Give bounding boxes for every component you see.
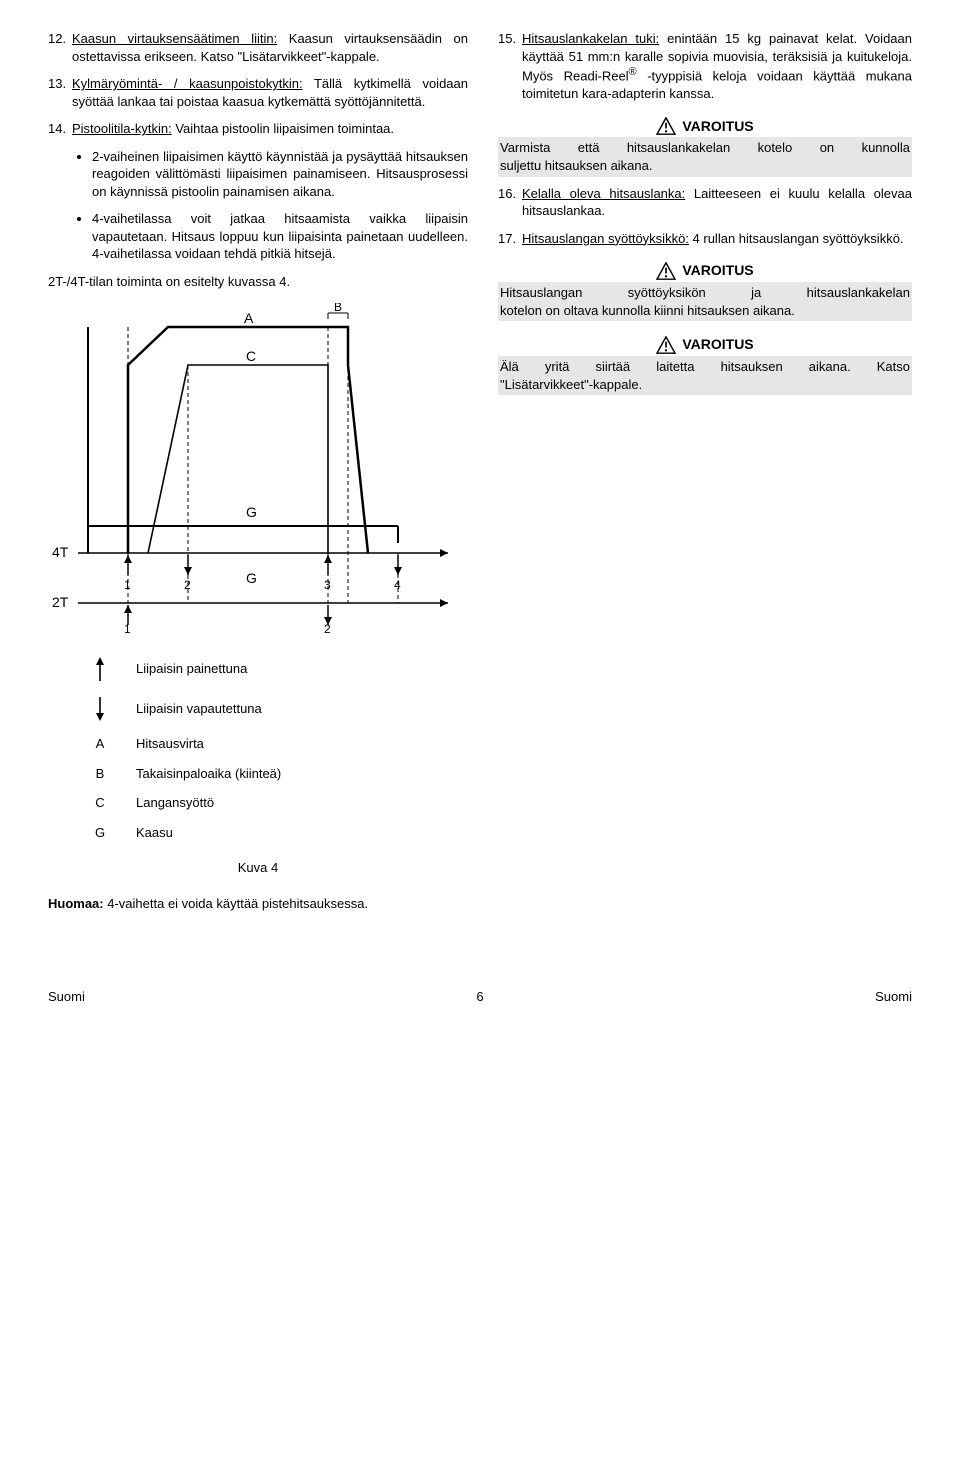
item-16: 16. Kelalla oleva hitsauslanka: Laittees…: [498, 185, 912, 220]
item-num: 12.: [48, 30, 72, 65]
item-12: 12. Kaasun virtauksensäätimen liitin: Ka…: [48, 30, 468, 65]
footer-right: Suomi: [875, 988, 912, 1006]
legend-b: BTakaisinpaloaika (kiinteä): [88, 765, 468, 783]
warning-icon: [656, 117, 676, 135]
item-body: Pistoolitila-kytkin: Vaihtaa pistoolin l…: [72, 120, 468, 138]
label-c: C: [246, 348, 256, 364]
legend-g: GKaasu: [88, 824, 468, 842]
footer-left: Suomi: [48, 988, 85, 1006]
figure-caption: Kuva 4: [48, 859, 468, 877]
arrow-4t-3: 3: [324, 555, 332, 592]
svg-text:1: 1: [124, 578, 131, 592]
mode-line: 2T-/4T-tilan toiminta on esitelty kuvass…: [48, 273, 468, 291]
legend: Liipaisin painettuna Liipaisin vapautett…: [88, 655, 468, 841]
bullet-item: 4-vaihetilassa voit jatkaa hitsaamista v…: [92, 210, 468, 263]
warning-icon: [656, 336, 676, 354]
arrow-4t-1: 1: [124, 555, 132, 592]
item-num: 17.: [498, 230, 522, 248]
item-num: 16.: [498, 185, 522, 220]
legend-pressed: Liipaisin painettuna: [88, 655, 468, 683]
item-body: Kelalla oleva hitsauslanka: Laitteeseen …: [522, 185, 912, 220]
svg-text:4: 4: [394, 578, 401, 592]
bullet-list: 2-vaiheinen liipaisimen käyttö käynnistä…: [74, 148, 468, 263]
warning-box-1: Varmista että hitsauslankakelan kotelo o…: [498, 137, 912, 176]
item-15: 15. Hitsauslankakelan tuki: enintään 15 …: [498, 30, 912, 103]
note: Huomaa: 4-vaihetta ei voida käyttää pist…: [48, 895, 468, 913]
item-body: Kaasun virtauksensäätimen liitin: Kaasun…: [72, 30, 468, 65]
item-num: 14.: [48, 120, 72, 138]
legend-c: CLangansyöttö: [88, 794, 468, 812]
footer-center: 6: [476, 988, 483, 1006]
warning-box-2: Hitsauslangan syöttöyksikön ja hitsausla…: [498, 282, 912, 321]
label-a: A: [244, 310, 254, 326]
item-body: Hitsauslankakelan tuki: enintään 15 kg p…: [522, 30, 912, 103]
row-2t: 2T: [52, 594, 69, 610]
arrow-2t-2: 2: [324, 605, 332, 633]
page-footer: Suomi 6 Suomi: [48, 988, 912, 1006]
timing-chart: B A C G 4T 1 2 3 4 G: [48, 303, 468, 638]
label-b: B: [334, 303, 342, 314]
legend-a: AHitsausvirta: [88, 735, 468, 753]
row-4t: 4T: [52, 544, 69, 560]
arrow-2t-1: 1: [124, 605, 132, 633]
item-body: Hitsauslangan syöttöyksikkö: 4 rullan hi…: [522, 230, 912, 248]
item-num: 13.: [48, 75, 72, 110]
warning-header-3: VAROITUS: [498, 335, 912, 354]
svg-text:1: 1: [124, 622, 131, 633]
svg-text:2: 2: [184, 578, 191, 592]
label-g1: G: [246, 504, 257, 520]
item-num: 15.: [498, 30, 522, 103]
warning-icon: [656, 262, 676, 280]
svg-text:3: 3: [324, 578, 331, 592]
item-17: 17. Hitsauslangan syöttöyksikkö: 4 rulla…: [498, 230, 912, 248]
warning-box-3: Älä yritä siirtää laitetta hitsauksen ai…: [498, 356, 912, 395]
warning-header-2: VAROITUS: [498, 261, 912, 280]
bullet-item: 2-vaiheinen liipaisimen käyttö käynnistä…: [92, 148, 468, 201]
svg-text:2: 2: [324, 622, 331, 633]
warning-header-1: VAROITUS: [498, 117, 912, 136]
label-g2: G: [246, 570, 257, 586]
item-14: 14. Pistoolitila-kytkin: Vaihtaa pistool…: [48, 120, 468, 138]
arrow-4t-4: 4: [394, 555, 402, 592]
legend-released: Liipaisin vapautettuna: [88, 695, 468, 723]
arrow-4t-2: 2: [184, 555, 192, 592]
item-13: 13. Kylmäryömintä- / kaasunpoistokytkin:…: [48, 75, 468, 110]
item-body: Kylmäryömintä- / kaasunpoistokytkin: Täl…: [72, 75, 468, 110]
